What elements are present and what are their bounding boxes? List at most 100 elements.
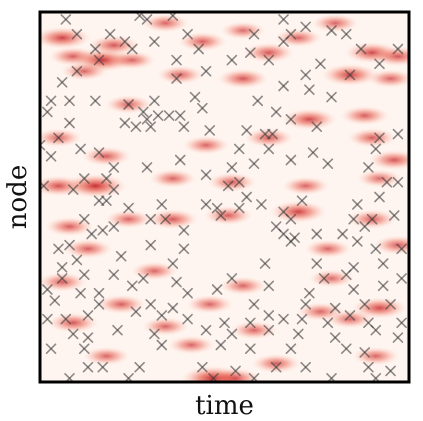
- event-marker: [315, 58, 326, 70]
- heat-blob: [281, 108, 338, 131]
- event-marker: [82, 361, 94, 373]
- heat-blob: [82, 346, 131, 366]
- event-marker: [53, 132, 64, 144]
- event-marker: [182, 28, 193, 40]
- event-marker: [45, 151, 57, 162]
- event-marker: [263, 54, 275, 66]
- event-marker: [215, 339, 227, 351]
- heat-blob: [351, 346, 400, 366]
- event-marker: [123, 99, 134, 110]
- heat-blob: [40, 26, 92, 50]
- event-marker: [300, 298, 311, 310]
- heat-blob: [44, 216, 95, 237]
- event-marker: [171, 73, 182, 84]
- event-marker: [363, 361, 374, 373]
- event-marker: [123, 202, 134, 214]
- event-marker: [108, 269, 120, 281]
- event-marker: [90, 95, 101, 107]
- event-marker: [370, 324, 382, 336]
- event-marker: [97, 361, 109, 373]
- event-marker: [189, 91, 201, 103]
- event-marker: [285, 114, 297, 125]
- event-marker: [141, 14, 153, 25]
- event-marker: [248, 158, 260, 169]
- event-marker: [145, 239, 156, 251]
- event-marker: [204, 125, 216, 136]
- event-marker: [138, 273, 149, 284]
- event-marker: [75, 143, 86, 155]
- event-marker: [385, 365, 396, 377]
- event-marker: [112, 324, 123, 336]
- event-marker: [263, 280, 275, 292]
- event-marker: [352, 236, 363, 247]
- event-marker: [396, 317, 407, 329]
- heat-blob: [356, 169, 403, 188]
- event-marker: [78, 173, 90, 184]
- event-marker: [304, 287, 315, 299]
- event-marker: [278, 313, 289, 325]
- heat-blob: [219, 21, 266, 40]
- heat-blob: [368, 149, 409, 171]
- heat-blob: [216, 68, 269, 89]
- event-marker: [340, 28, 352, 40]
- event-marker: [359, 298, 371, 310]
- event-marker: [71, 28, 83, 40]
- event-marker: [256, 199, 267, 210]
- event-marker: [396, 243, 407, 255]
- event-marker: [93, 195, 105, 206]
- event-marker: [134, 361, 145, 373]
- event-marker: [156, 199, 168, 210]
- event-marker: [193, 43, 204, 55]
- heat-blob: [185, 294, 234, 314]
- event-marker: [178, 121, 190, 132]
- event-marker: [340, 269, 352, 281]
- event-marker: [270, 106, 282, 118]
- event-marker: [82, 310, 94, 321]
- event-marker: [156, 310, 168, 321]
- event-marker: [392, 128, 404, 140]
- event-marker: [101, 173, 112, 184]
- heat-blob: [47, 312, 100, 333]
- event-marker: [90, 43, 101, 55]
- event-marker: [226, 273, 238, 284]
- event-marker: [126, 280, 138, 292]
- event-marker: [178, 225, 190, 236]
- event-marker: [141, 162, 153, 173]
- event-marker: [130, 121, 142, 132]
- event-marker: [160, 213, 171, 225]
- event-marker: [385, 298, 396, 310]
- heat-blob: [148, 169, 197, 188]
- event-marker: [86, 228, 97, 240]
- heat-blob: [209, 368, 262, 382]
- event-marker: [200, 169, 212, 181]
- heat-blob: [218, 276, 267, 296]
- heat-blob: [104, 209, 153, 229]
- heat-blob: [339, 105, 390, 126]
- event-marker: [171, 54, 182, 66]
- event-marker: [93, 147, 105, 158]
- event-marker: [340, 343, 352, 355]
- event-marker: [45, 343, 57, 355]
- event-marker: [197, 361, 208, 373]
- event-marker: [200, 65, 212, 77]
- event-marker: [278, 36, 289, 47]
- event-marker: [259, 128, 271, 140]
- event-marker: [171, 276, 182, 288]
- event-marker: [311, 121, 323, 132]
- event-marker: [152, 110, 164, 121]
- event-marker: [348, 284, 359, 295]
- event-marker: [182, 287, 193, 299]
- event-marker: [101, 195, 112, 206]
- heat-blob: [167, 335, 216, 355]
- heat-blob: [251, 353, 302, 374]
- event-marker: [267, 128, 278, 140]
- event-marker: [78, 343, 90, 355]
- event-marker: [307, 147, 319, 158]
- event-marker: [230, 365, 241, 377]
- event-marker: [263, 324, 275, 336]
- event-marker: [56, 77, 68, 88]
- event-marker: [78, 269, 90, 281]
- heat-blob: [269, 200, 328, 224]
- event-marker: [64, 95, 75, 107]
- event-marker: [263, 143, 275, 155]
